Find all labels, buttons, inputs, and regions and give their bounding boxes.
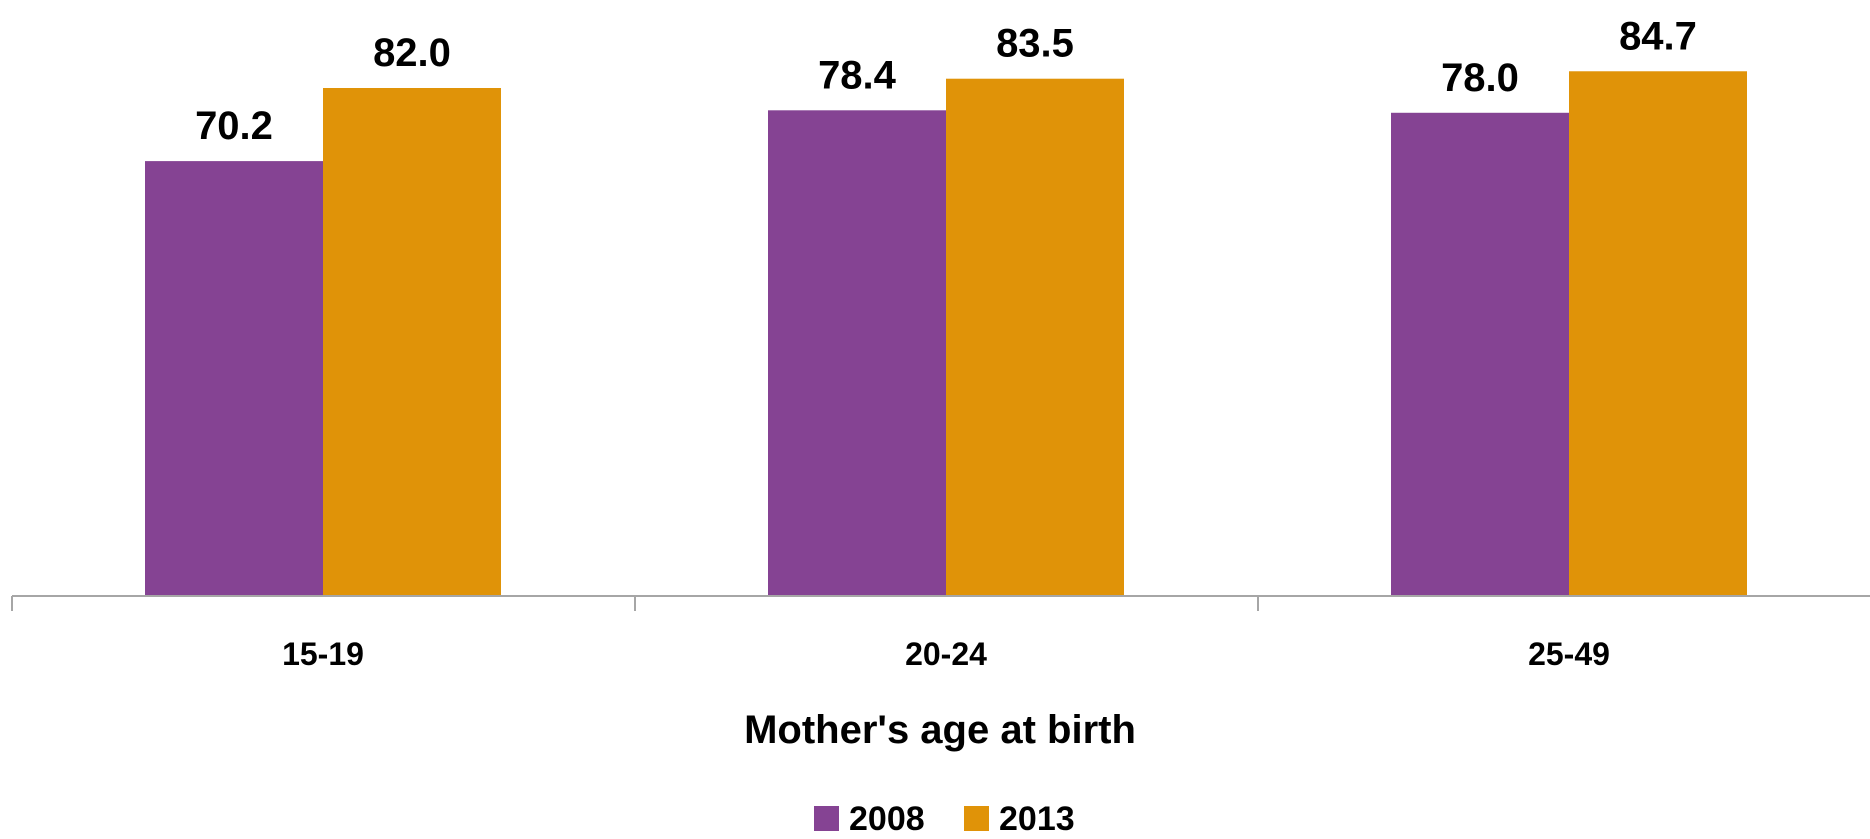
legend-label-2013: 2013 — [999, 800, 1075, 834]
x-axis-title: Mother's age at birth — [744, 708, 1136, 752]
bar-2008-20-24 — [768, 110, 946, 597]
data-label-2008-25-49: 78.0 — [1441, 56, 1519, 100]
bar-2008-25-49 — [1391, 112, 1569, 596]
data-label-2013-25-49: 84.7 — [1619, 14, 1697, 58]
legend-label-2008: 2008 — [849, 800, 925, 834]
legend-swatch-2008 — [814, 806, 839, 831]
x-tick-label-20-24: 20-24 — [905, 636, 987, 672]
bar-2008-15-19 — [145, 161, 323, 597]
data-label-2013-20-24: 83.5 — [996, 22, 1074, 66]
bar-2013-25-49 — [1569, 71, 1747, 596]
bar-2013-15-19 — [323, 88, 501, 596]
data-label-2013-15-19: 82.0 — [373, 31, 451, 75]
bars-layer — [145, 71, 1747, 597]
x-axis: 15-19 20-24 25-49 — [11, 595, 1870, 672]
x-tick-label-25-49: 25-49 — [1528, 636, 1610, 672]
legend-swatch-2013 — [964, 806, 989, 831]
bar-2013-20-24 — [946, 78, 1124, 596]
x-tick-label-15-19: 15-19 — [282, 636, 364, 672]
data-label-2008-15-19: 70.2 — [195, 104, 273, 148]
legend: 2008 2013 — [814, 800, 1075, 838]
data-label-2008-20-24: 78.4 — [818, 53, 897, 97]
data-labels-layer: 70.2 78.4 78.0 82.0 83.5 84.7 — [195, 14, 1697, 148]
